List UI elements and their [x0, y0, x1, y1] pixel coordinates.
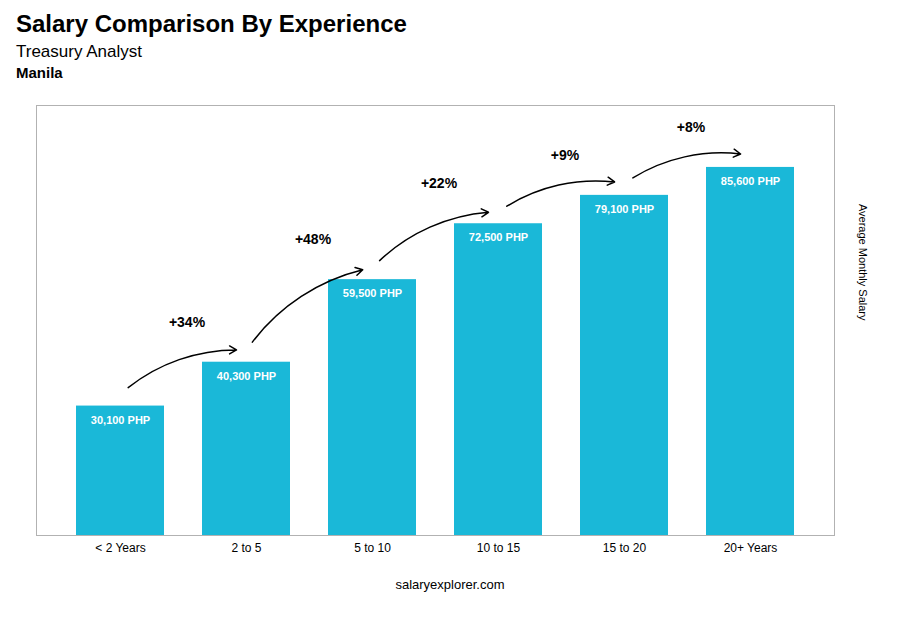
svg-text:72,500 PHP: 72,500 PHP	[469, 231, 528, 243]
svg-text:+48%: +48%	[295, 231, 332, 247]
svg-text:40,300 PHP: 40,300 PHP	[217, 370, 276, 382]
svg-text:15 to 20: 15 to 20	[603, 541, 647, 555]
svg-text:30,100 PHP: 30,100 PHP	[91, 414, 150, 426]
svg-text:20+ Years: 20+ Years	[724, 541, 778, 555]
svg-text:+9%: +9%	[551, 147, 580, 163]
html-text:Treasury Analyst: Treasury Analyst	[16, 42, 142, 61]
html-text:Salary Comparison By Experienc: Salary Comparison By Experience	[16, 10, 407, 37]
svg-text:< 2 Years: < 2 Years	[95, 541, 145, 555]
html-text:Manila: Manila	[16, 64, 63, 81]
svg-text:59,500 PHP: 59,500 PHP	[343, 287, 402, 299]
svg-text:85,600 PHP: 85,600 PHP	[721, 175, 780, 187]
svg-text:+22%: +22%	[421, 175, 458, 191]
svg-text:+34%: +34%	[169, 314, 206, 330]
svg-text:10 to 15: 10 to 15	[477, 541, 521, 555]
svg-text:79,100 PHP: 79,100 PHP	[595, 203, 654, 215]
svg-text:2 to 5: 2 to 5	[231, 541, 261, 555]
html-text:salaryexplorer.com: salaryexplorer.com	[395, 577, 505, 592]
svg-text:+8%: +8%	[677, 119, 706, 135]
svg-text:5 to 10: 5 to 10	[354, 541, 391, 555]
svg-text:Average Monthly Salary: Average Monthly Salary	[857, 204, 869, 321]
